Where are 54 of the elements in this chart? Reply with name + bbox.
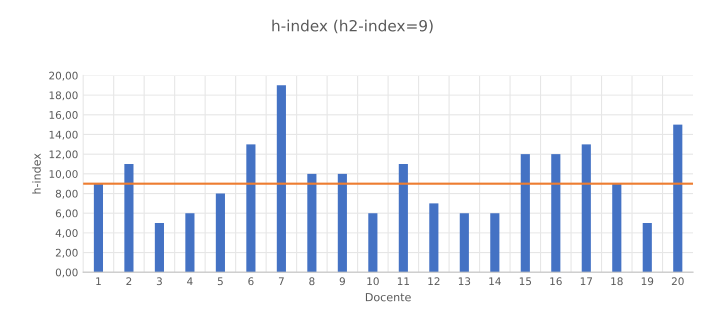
- bar: [520, 154, 530, 272]
- x-axis-title: Docente: [366, 293, 411, 302]
- bar: [185, 213, 194, 272]
- x-tick-label: 14: [489, 277, 501, 286]
- bar: [460, 213, 469, 272]
- x-tick-label: 17: [580, 277, 592, 286]
- x-tick-label: 18: [611, 277, 623, 286]
- bar: [368, 213, 378, 272]
- x-tick-label: 5: [218, 277, 223, 286]
- bar: [490, 213, 500, 272]
- y-tick-label: 0,00: [56, 268, 78, 278]
- x-tick-label: 16: [550, 277, 562, 286]
- bar: [582, 144, 591, 272]
- bar: [154, 223, 164, 272]
- y-tick-label: 18,00: [50, 91, 78, 100]
- x-tick-label: 19: [642, 277, 654, 286]
- x-tick-label: 13: [458, 277, 470, 286]
- x-tick-label: 3: [156, 277, 162, 286]
- bar: [429, 203, 438, 272]
- y-axis-title: h-index: [32, 153, 41, 194]
- y-tick-label: 8,00: [56, 190, 78, 199]
- y-tick-label: 12,00: [50, 150, 78, 160]
- x-tick-label: 2: [126, 277, 132, 286]
- x-tick-label: 4: [187, 277, 193, 286]
- x-tick-label: 12: [428, 277, 440, 286]
- x-tick-label: 9: [340, 277, 345, 286]
- y-tick-label: 10,00: [50, 170, 78, 180]
- x-tick-label: 10: [367, 277, 379, 286]
- bar: [338, 174, 347, 272]
- y-tick-label: 6,00: [56, 209, 78, 218]
- bar: [216, 194, 225, 272]
- bar: [276, 85, 286, 272]
- bar: [612, 184, 622, 272]
- bar: [94, 184, 104, 272]
- bar: [673, 124, 682, 272]
- bar: [551, 154, 560, 272]
- x-tick-label: 6: [248, 277, 254, 286]
- chart-title: h-index (h2-index=9): [272, 20, 433, 34]
- x-tick-label: 15: [520, 277, 532, 286]
- y-tick-label: 14,00: [50, 130, 78, 140]
- bar: [124, 164, 134, 272]
- y-tick-label: 20,00: [49, 72, 78, 81]
- x-tick-label: 8: [309, 277, 314, 286]
- x-tick-label: 1: [96, 277, 101, 286]
- y-tick-label: 4,00: [56, 229, 78, 238]
- bar: [642, 223, 652, 272]
- bar: [246, 144, 256, 272]
- y-tick-label: 16,00: [50, 111, 78, 120]
- bar: [398, 164, 408, 272]
- y-tick-label: 2,00: [56, 248, 78, 258]
- bar: [307, 174, 316, 272]
- x-tick-label: 20: [672, 277, 684, 286]
- x-tick-label: 7: [278, 277, 284, 286]
- x-tick-label: 11: [398, 277, 410, 286]
